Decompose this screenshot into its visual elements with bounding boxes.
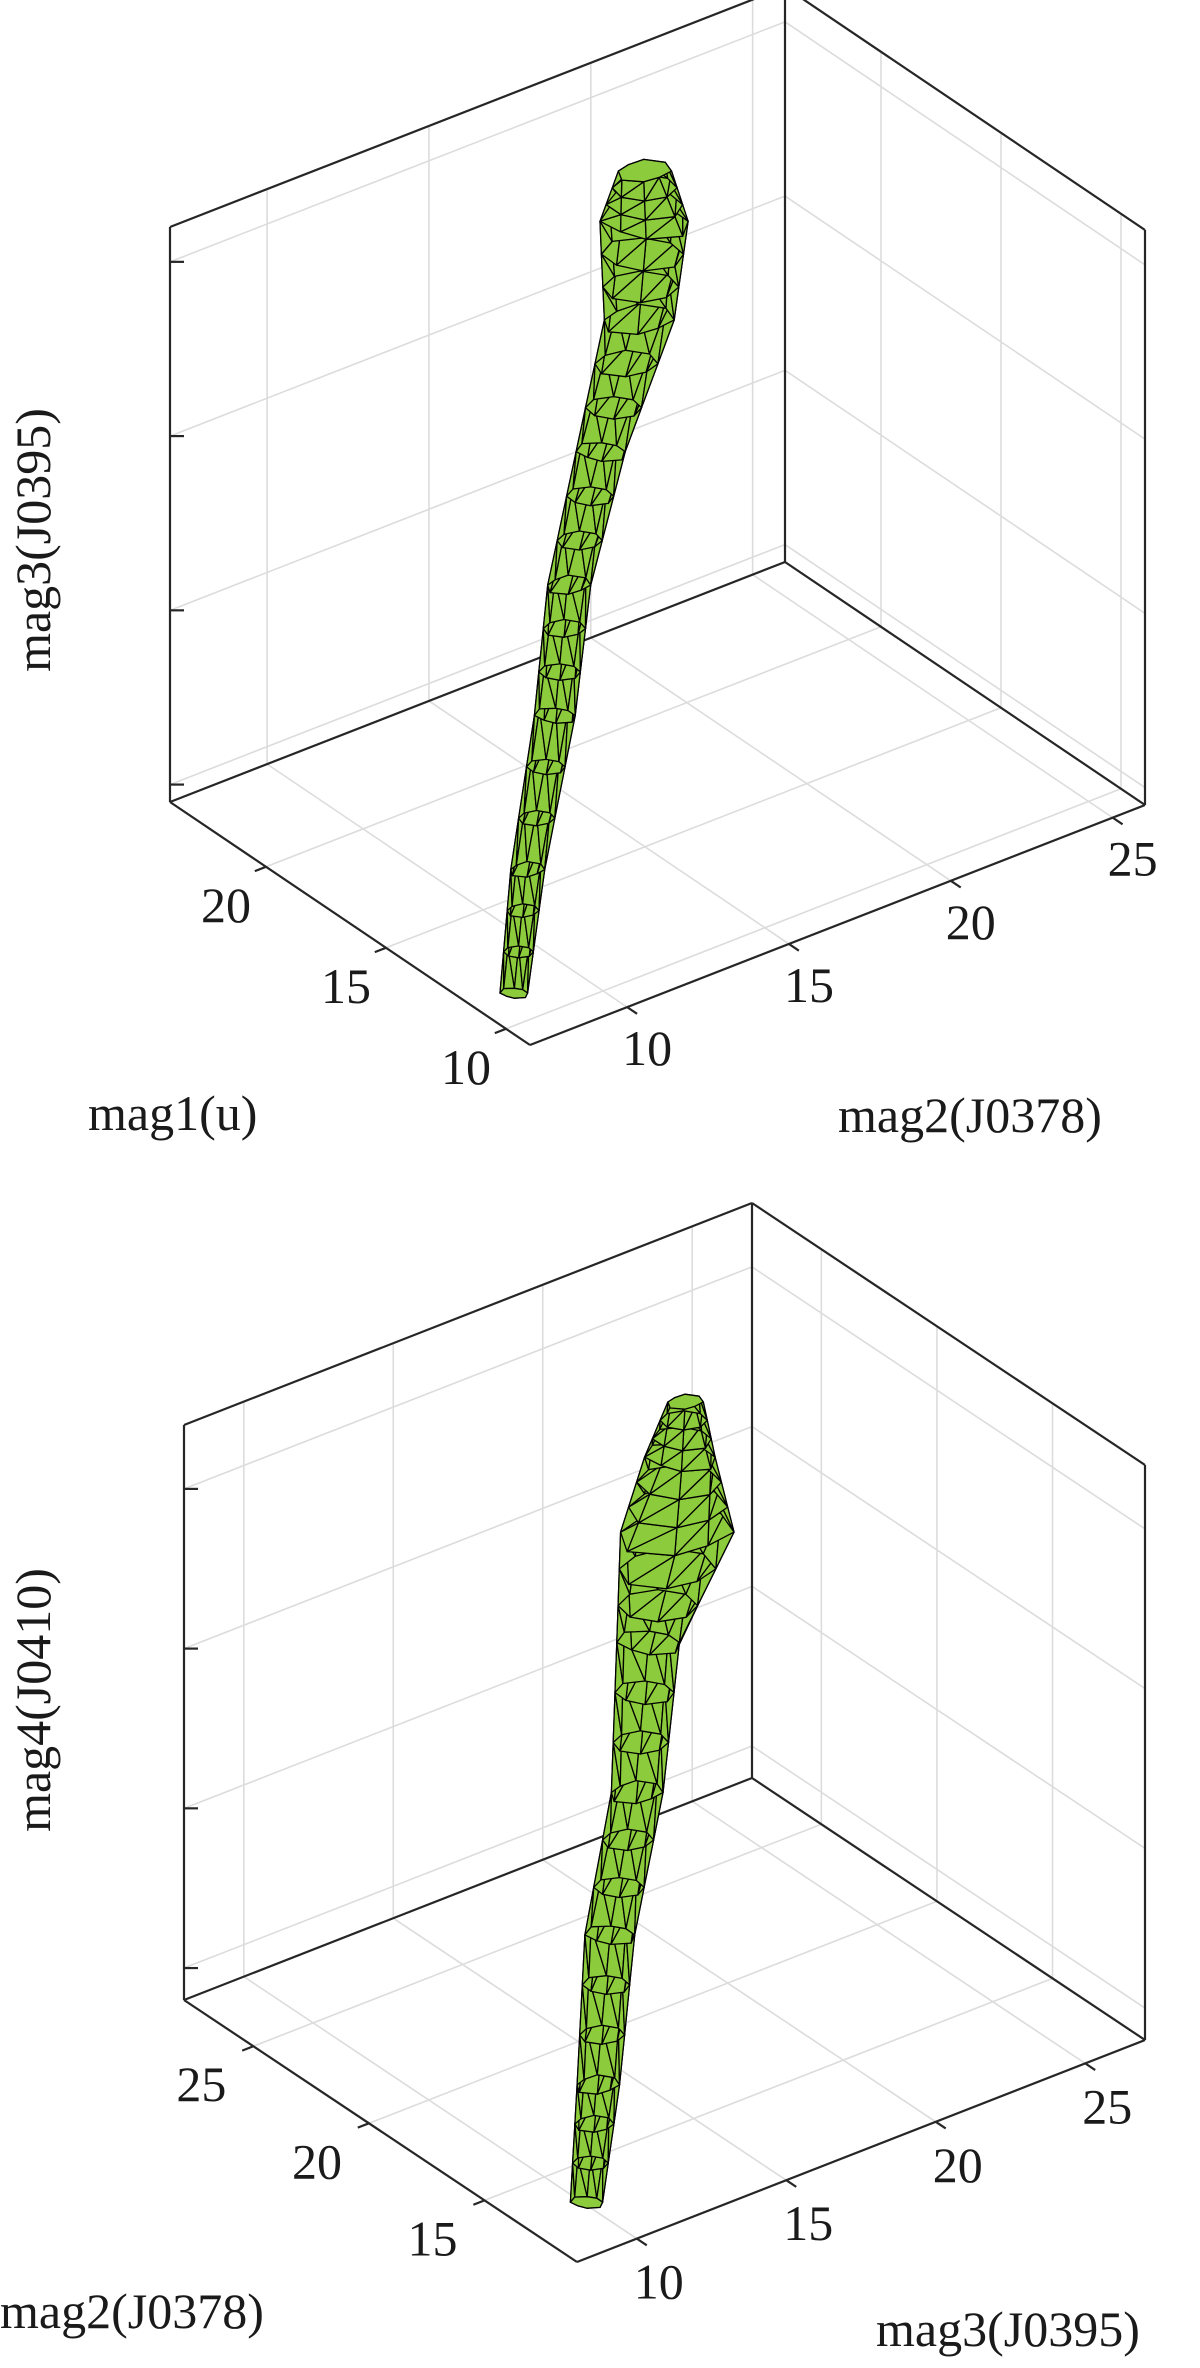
tick-mark: [785, 2179, 797, 2188]
grid-line: [169, 21, 786, 263]
grid-line: [784, 369, 1146, 614]
tick-mark: [494, 1027, 507, 1035]
tick-mark: [374, 946, 387, 954]
axes-edge: [169, 560, 786, 804]
grid-line: [784, 195, 1146, 440]
tick-mark: [254, 865, 267, 873]
surface-cap: [499, 987, 529, 999]
tick-mark: [241, 2045, 254, 2052]
y-axis-label: mag2(J0378): [838, 1087, 1102, 1143]
grid-line: [265, 626, 882, 868]
x-tick-label: 25: [176, 2056, 226, 2112]
grid-line: [169, 369, 786, 612]
y-tick-label: 10: [622, 1020, 672, 1076]
grid-line: [253, 1823, 822, 2047]
grid-line: [183, 1745, 753, 1969]
axes-edge: [802, 0, 1146, 231]
tick-mark: [788, 943, 800, 952]
grid-line: [169, 543, 786, 786]
z-axis-label: mag4(J0410): [5, 1568, 61, 1832]
axes-edge: [169, 0, 755, 229]
grid-line: [266, 763, 628, 1008]
x-tick-label: 15: [408, 2210, 458, 2266]
grid-line: [752, 573, 1114, 819]
grid-line: [751, 1425, 1146, 1690]
tick-mark: [636, 2237, 648, 2247]
tick-mark: [1084, 2062, 1096, 2071]
grid-line: [368, 1900, 938, 2125]
tick-mark: [357, 2122, 370, 2129]
axes-edge: [183, 1201, 753, 1427]
grid-line: [183, 1266, 753, 1490]
surface-mesh-top: [499, 158, 689, 999]
y-tick-label: 25: [1082, 2078, 1132, 2134]
axes-edge: [784, 561, 1146, 806]
axes-box-bottom: [182, 1201, 1147, 2264]
grid-line: [751, 1585, 1146, 1849]
grid-line: [428, 700, 790, 945]
surface-cap: [569, 2196, 604, 2209]
tick-labels-bottom: 1520251015202510152025: [176, 2056, 1132, 2310]
grid-line: [784, 21, 1146, 266]
y-tick-label: 10: [634, 2254, 684, 2310]
surface-facet: [594, 319, 606, 365]
x-tick-label: 20: [201, 877, 251, 933]
y-axis-label: mag3(J0395): [876, 2301, 1140, 2357]
surface-mesh-bottom: [569, 1393, 735, 2209]
grid-line: [590, 637, 952, 882]
axes-edge: [183, 1776, 753, 2002]
tick-mark: [626, 1006, 638, 1015]
grid-line: [784, 543, 1146, 789]
y-tick-label: 25: [1108, 831, 1158, 887]
x-axis-label: mag2(J0378): [0, 2283, 264, 2339]
axes-edge: [576, 2038, 1146, 2264]
surface-cap: [617, 158, 673, 183]
tick-labels-top: 1015201015202510152025: [201, 831, 1158, 1095]
grid-line: [169, 195, 786, 437]
tick-mark: [935, 2120, 947, 2130]
z-axis-label: mag3(J0395): [5, 408, 61, 672]
x-axis-label: mag1(u): [88, 1085, 257, 1141]
axes-edge: [183, 1999, 578, 2263]
panel-top: 1015201015202510152025 mag1(u) mag2(J037…: [5, 0, 1158, 1143]
surface-cap: [667, 1393, 704, 1410]
axes-box-top: [168, 0, 1147, 1047]
x-tick-label: 20: [292, 2133, 342, 2189]
y-tick-label: 20: [946, 894, 996, 950]
x-tick-label: 10: [441, 1039, 491, 1095]
y-tick-label: 15: [784, 957, 834, 1013]
x-tick-label: 15: [321, 958, 371, 1014]
tick-mark: [950, 879, 962, 889]
grid-line: [385, 707, 1002, 949]
axes-edge: [169, 801, 531, 1046]
grid-lines-top: [169, 0, 1146, 1030]
panel-bottom: 1520251015202510152025 mag2(J0378) mag3(…: [0, 1201, 1147, 2357]
grid-line: [691, 1800, 1086, 2065]
y-tick-label: 20: [933, 2137, 983, 2193]
axes-edge: [751, 1777, 1146, 2041]
tick-mark: [472, 2199, 485, 2206]
grid-line: [751, 1745, 1146, 2009]
tick-mark: [1112, 816, 1124, 826]
axes-edge: [751, 1202, 1146, 1466]
grid-line: [751, 1266, 1146, 1530]
y-tick-label: 15: [783, 2195, 833, 2251]
axes-edge: [529, 803, 1146, 1047]
grid-line: [505, 788, 1122, 1030]
